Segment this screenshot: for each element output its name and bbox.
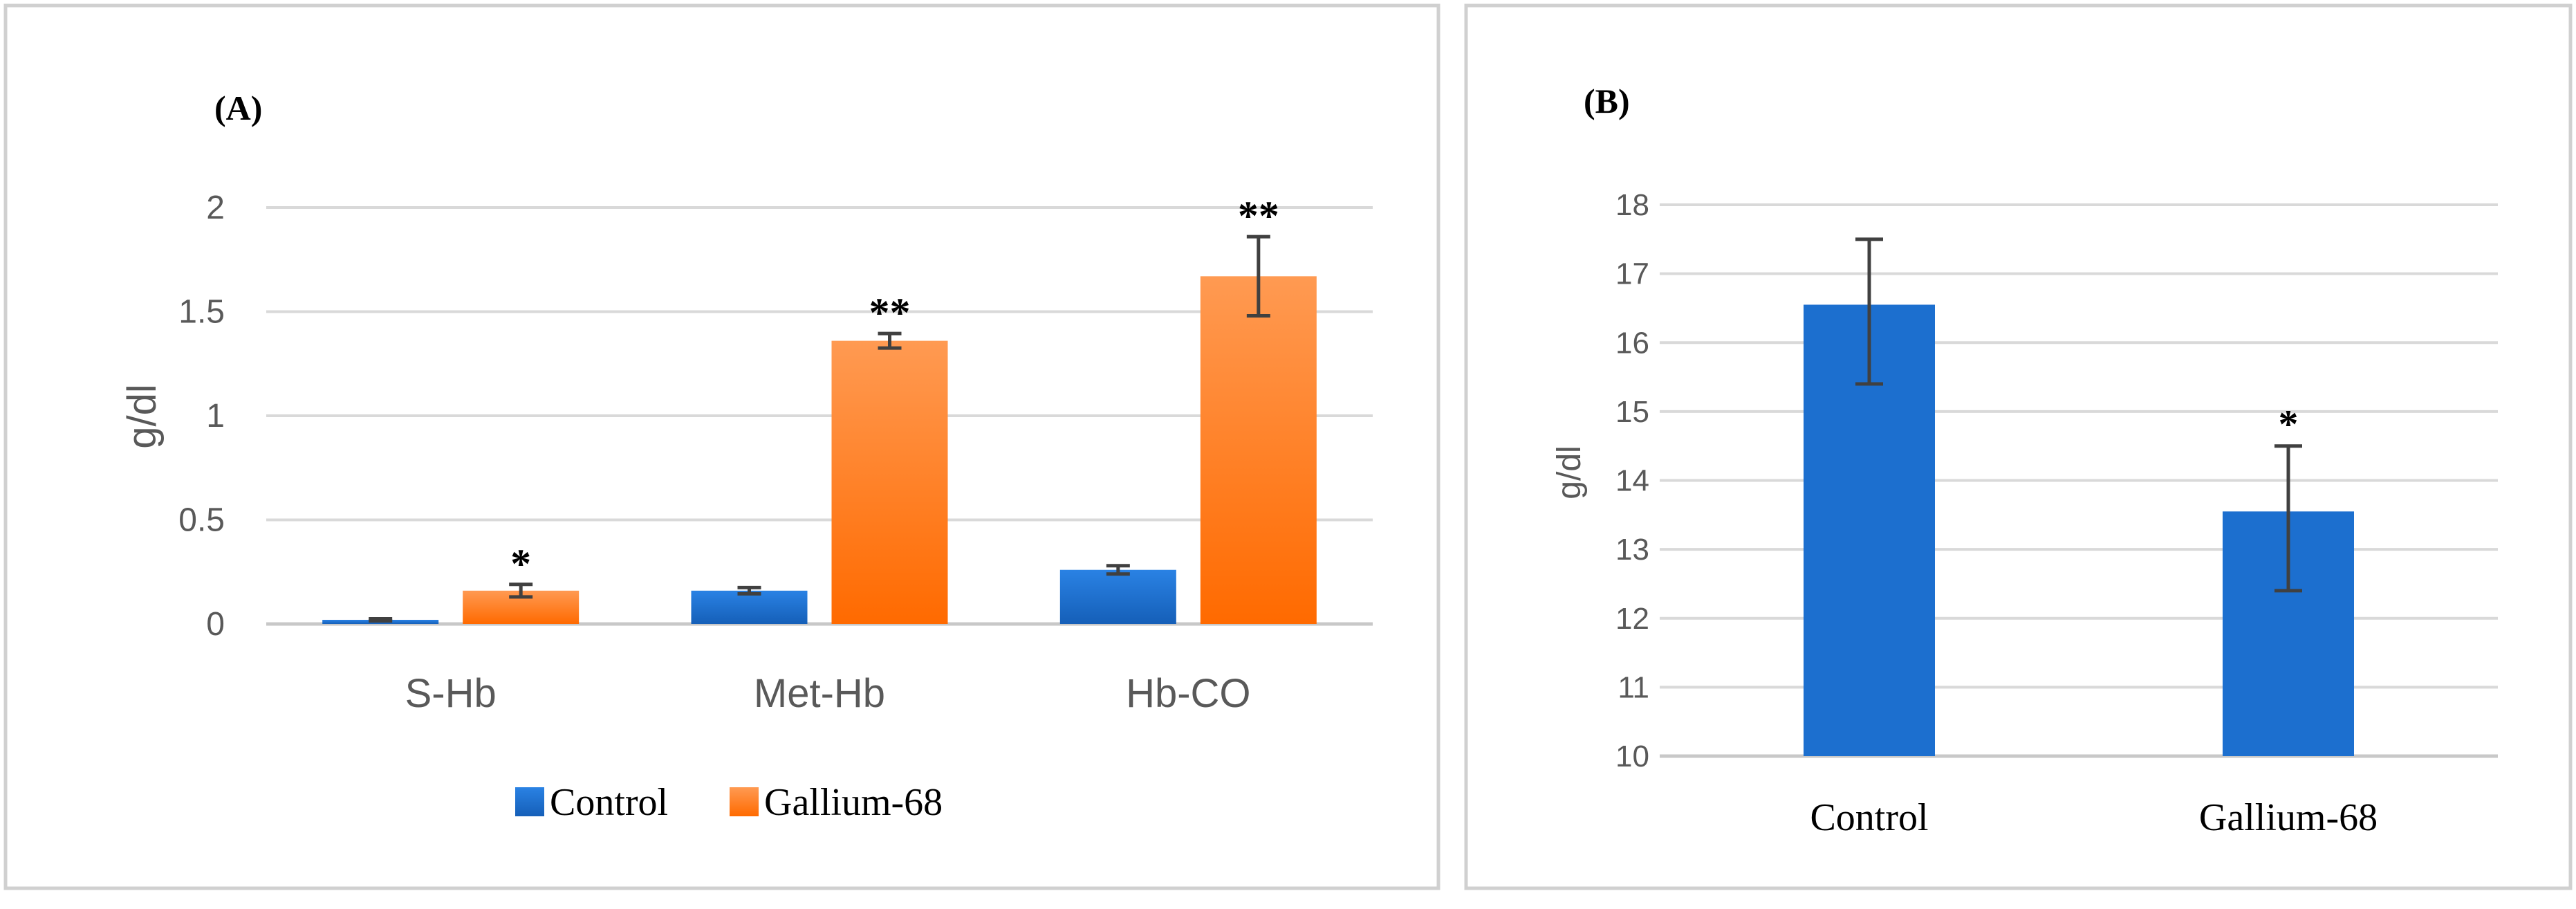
panel-a-significance-marker: * [510, 541, 531, 587]
panel-a-y-tick-label: 0.5 [178, 502, 225, 539]
panel-b-plot-area: 10 11 12 13 14 15 16 17 18 Control Gallium-68 * [1615, 188, 2498, 839]
panel-b-x-tick-label: Control [1810, 796, 1928, 839]
panel-a-significance-marker: ** [869, 290, 911, 336]
panel-b-significance-marker: * [2279, 402, 2299, 447]
legend-control-swatch [515, 787, 544, 816]
panel-b-y-axis-title: g/dl [1551, 446, 1588, 499]
panel-b-label: (B) [1584, 82, 1630, 120]
panel-a-legend: Control Gallium-68 [515, 781, 943, 824]
panel-a-y-tick-label: 0 [206, 606, 225, 643]
panel-a-y-axis-title: g/dl [120, 384, 165, 449]
legend-control-label: Control [550, 781, 668, 824]
panel-a-y-tick-label: 1.5 [178, 294, 225, 331]
legend-gallium-swatch [730, 787, 759, 816]
panel-b-y-tick-label: 18 [1615, 188, 1649, 222]
panel-b-y-tick-label: 16 [1615, 326, 1649, 360]
panel-a-x-tick-label: S-Hb [405, 671, 497, 716]
legend-gallium-label: Gallium-68 [764, 781, 943, 824]
panel-b-y-tick-label: 14 [1615, 464, 1649, 498]
panel-a-bar-gallium [831, 340, 948, 624]
panel-b-y-tick-label: 10 [1615, 740, 1649, 773]
panel-a-label: (A) [214, 89, 262, 127]
panel-a-x-tick-label: Hb-CO [1126, 671, 1250, 716]
panel-b-y-tick-label: 15 [1615, 395, 1649, 429]
panel-a-y-tick-label: 2 [206, 190, 225, 226]
panel-b-frame [1464, 3, 2573, 890]
panel-b-y-tick-label: 17 [1615, 257, 1649, 291]
panel-b-y-tick-label: 13 [1615, 533, 1649, 567]
panel-a-x-tick-label: Met-Hb [754, 671, 885, 716]
panel-a-bar-gallium [1200, 276, 1317, 624]
panel-b-y-tick-label: 12 [1615, 602, 1649, 636]
panel-a-significance-marker: ** [1238, 193, 1279, 239]
panel-a-plot-area: 0 0.5 1 1.5 2 S-Hb * Met-Hb ** Hb-CO ** [178, 190, 1373, 716]
panel-b-x-tick-label: Gallium-68 [2199, 796, 2378, 839]
panel-a-y-tick-label: 1 [206, 398, 225, 434]
panel-b-y-tick-label: 11 [1618, 670, 1649, 704]
panel-a-bar-control [691, 590, 808, 624]
panel-a-frame [3, 3, 1440, 890]
panel-a-bar-control [1059, 569, 1176, 624]
